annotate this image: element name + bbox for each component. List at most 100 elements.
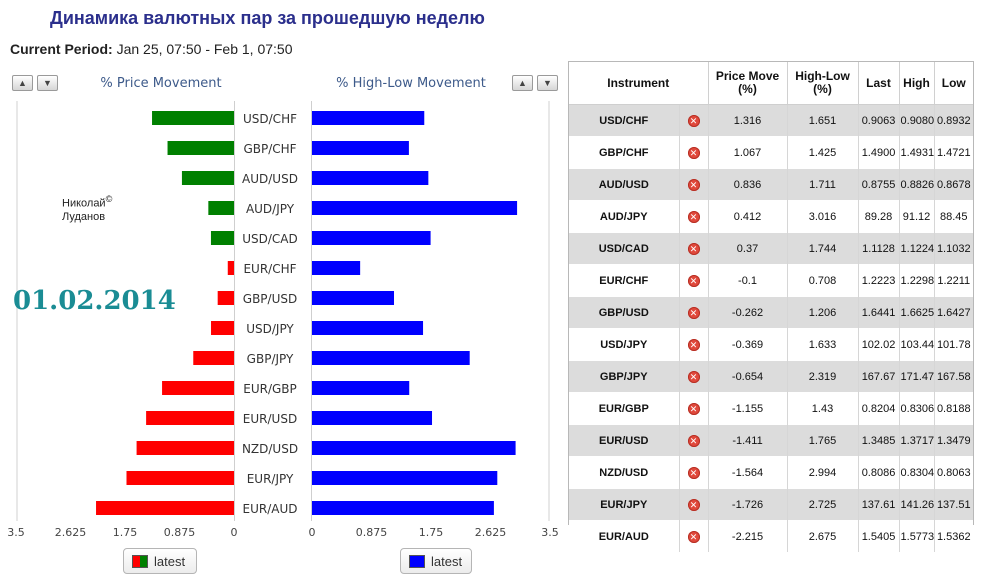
remove-icon[interactable]: ✕ <box>687 498 700 511</box>
cell-price-move: 0.836 <box>708 168 788 201</box>
cell-high-low: 2.675 <box>787 520 859 552</box>
cell-low: 137.51 <box>934 488 974 521</box>
remove-icon[interactable]: ✕ <box>687 466 700 479</box>
author-credit: Николай© Луданов <box>62 193 112 224</box>
price-tick-label: 0.875 <box>164 526 196 539</box>
cell-last: 167.67 <box>858 360 900 393</box>
legend-highlow-movement[interactable]: latest <box>400 548 472 574</box>
cell-high-low: 1.425 <box>787 136 859 169</box>
table-header-row: Instrument Price Move (%) High-Low (%) L… <box>569 62 974 105</box>
header-instrument[interactable]: Instrument <box>569 62 709 105</box>
remove-icon[interactable]: ✕ <box>687 370 700 383</box>
remove-cell: ✕ <box>679 200 709 233</box>
cell-high: 91.12 <box>899 200 935 233</box>
remove-icon[interactable]: ✕ <box>687 274 700 287</box>
sort-down-button-left[interactable]: ▼ <box>37 75 58 91</box>
cell-high: 171.47 <box>899 360 935 393</box>
table-row: GBP/USD ✕ -0.262 1.206 1.6441 1.6625 1.6427 <box>569 296 974 329</box>
highlow-bar <box>312 111 425 125</box>
charts-area: % Price Movement % High-Low Movement USD/C… <box>7 76 559 539</box>
cell-instrument: EUR/CHF <box>569 264 680 297</box>
cell-low: 0.8678 <box>934 168 974 201</box>
table-body: USD/CHF ✕ 1.316 1.651 0.9063 0.9080 0.8932 GBP/… <box>569 104 974 552</box>
header-high[interactable]: High <box>899 62 935 105</box>
price-bar <box>96 501 234 515</box>
remove-icon[interactable]: ✕ <box>687 530 700 543</box>
cell-low: 0.8188 <box>934 392 974 425</box>
table-row: EUR/JPY ✕ -1.726 2.725 137.61 141.26 137.51 <box>569 488 974 521</box>
remove-icon[interactable]: ✕ <box>687 402 700 415</box>
sort-up-button-left[interactable]: ▲ <box>12 75 33 91</box>
table-row: NZD/USD ✕ -1.564 2.994 0.8086 0.8304 0.8063 <box>569 456 974 489</box>
remove-cell: ✕ <box>679 392 709 425</box>
legend-price-movement[interactable]: latest <box>123 548 197 574</box>
cell-instrument: USD/CAD <box>569 232 680 265</box>
remove-icon[interactable]: ✕ <box>687 434 700 447</box>
highlow-bar <box>312 201 518 215</box>
cell-high-low: 1.651 <box>787 104 859 137</box>
cell-high: 1.5773 <box>899 520 935 552</box>
cell-high-low: 2.319 <box>787 360 859 393</box>
remove-cell: ✕ <box>679 168 709 201</box>
cell-price-move: -1.564 <box>708 456 788 489</box>
cell-price-move: 0.412 <box>708 200 788 233</box>
remove-icon[interactable]: ✕ <box>687 146 700 159</box>
remove-cell: ✕ <box>679 232 709 265</box>
instrument-table: Instrument Price Move (%) High-Low (%) L… <box>568 61 974 552</box>
cell-high: 0.8826 <box>899 168 935 201</box>
cell-low: 1.6427 <box>934 296 974 329</box>
cell-high-low: 1.711 <box>787 168 859 201</box>
highlow-bar <box>312 141 409 155</box>
cell-instrument: USD/JPY <box>569 328 680 361</box>
header-high-low[interactable]: High-Low (%) <box>787 62 859 105</box>
price-bar <box>136 441 234 455</box>
cell-low: 0.8932 <box>934 104 974 137</box>
cell-last: 137.61 <box>858 488 900 521</box>
remove-cell: ✕ <box>679 264 709 297</box>
table-row: GBP/CHF ✕ 1.067 1.425 1.4900 1.4931 1.4721 <box>569 136 974 169</box>
cell-high: 1.2298 <box>899 264 935 297</box>
price-tick-label: 2.625 <box>55 526 87 539</box>
cell-last: 0.9063 <box>858 104 900 137</box>
header-last[interactable]: Last <box>858 62 900 105</box>
highlow-bar <box>312 291 395 305</box>
header-low[interactable]: Low <box>934 62 974 105</box>
cell-last: 0.8755 <box>858 168 900 201</box>
remove-icon[interactable]: ✕ <box>687 178 700 191</box>
highlow-bar <box>312 171 429 185</box>
table-row: GBP/JPY ✕ -0.654 2.319 167.67 171.47 167.58 <box>569 360 974 393</box>
category-label: AUD/JPY <box>246 202 295 216</box>
remove-icon[interactable]: ✕ <box>687 338 700 351</box>
period-label: Current Period: <box>10 41 113 57</box>
category-label: EUR/GBP <box>243 382 297 396</box>
price-bar <box>217 291 234 305</box>
highlow-tick-label: 1.75 <box>419 526 444 539</box>
price-bar <box>193 351 234 365</box>
header-price-move[interactable]: Price Move (%) <box>708 62 788 105</box>
cell-price-move: -1.155 <box>708 392 788 425</box>
highlow-bar <box>312 381 410 395</box>
price-bar <box>162 381 234 395</box>
sort-up-button-right[interactable]: ▲ <box>512 75 533 91</box>
remove-cell: ✕ <box>679 136 709 169</box>
highlow-bar <box>312 351 470 365</box>
remove-icon[interactable]: ✕ <box>687 306 700 319</box>
remove-icon[interactable]: ✕ <box>687 210 700 223</box>
remove-icon[interactable]: ✕ <box>687 114 700 127</box>
remove-icon[interactable]: ✕ <box>687 242 700 255</box>
price-bar <box>126 471 234 485</box>
cell-high-low: 2.725 <box>787 488 859 521</box>
sort-down-button-right[interactable]: ▼ <box>537 75 558 91</box>
remove-cell: ✕ <box>679 424 709 457</box>
cell-high: 0.8304 <box>899 456 935 489</box>
cell-last: 1.4900 <box>858 136 900 169</box>
table-row: EUR/AUD ✕ -2.215 2.675 1.5405 1.5773 1.5362 <box>569 520 974 552</box>
price-tick-label: 3.5 <box>7 526 25 539</box>
cell-instrument: USD/CHF <box>569 104 680 137</box>
cell-last: 102.02 <box>858 328 900 361</box>
cell-low: 1.1032 <box>934 232 974 265</box>
cell-low: 1.5362 <box>934 520 974 552</box>
remove-cell: ✕ <box>679 456 709 489</box>
table-row: EUR/USD ✕ -1.411 1.765 1.3485 1.3717 1.3479 <box>569 424 974 457</box>
cell-instrument: GBP/CHF <box>569 136 680 169</box>
